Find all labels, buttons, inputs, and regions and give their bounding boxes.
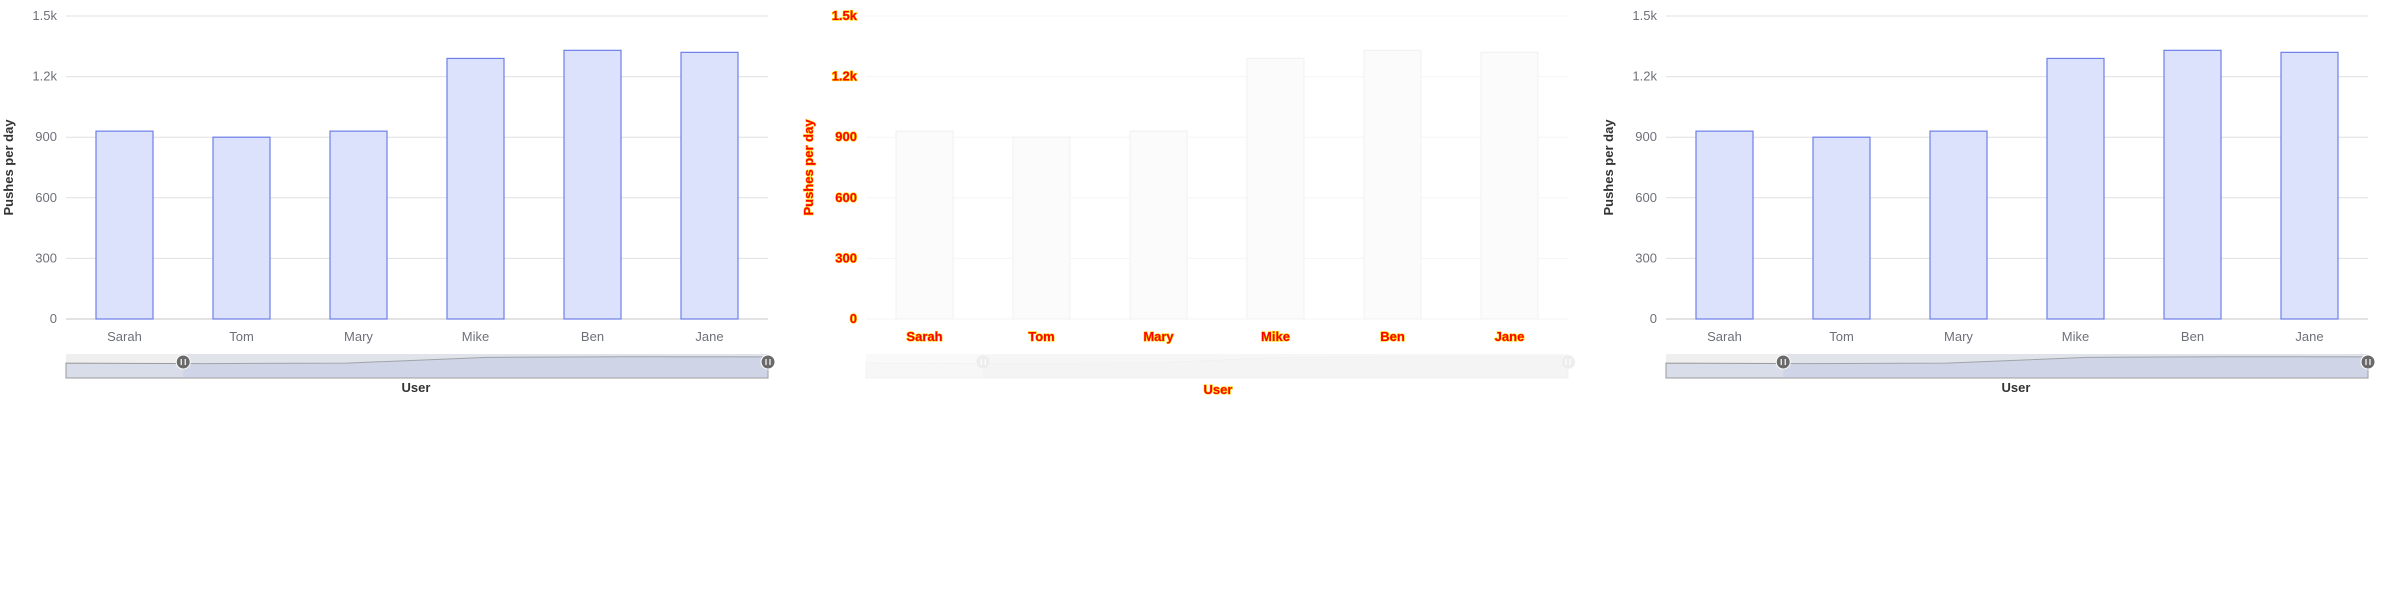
bar-tom[interactable] (1012, 136, 1071, 320)
x-tick-label: Mike (462, 329, 489, 344)
bar-mary[interactable] (329, 130, 388, 320)
y-axis-title: Pushes per day (801, 119, 816, 216)
x-tick-label: Mary (1944, 329, 1973, 344)
x-axis-title: User (2002, 380, 2031, 395)
bar-ben[interactable] (1363, 49, 1422, 320)
y-tick-label: 900 (35, 129, 57, 144)
bar-jane[interactable] (1480, 51, 1539, 320)
slider-window[interactable] (983, 354, 1568, 378)
x-tick-label: Sarah (1707, 329, 1742, 344)
x-tick-label: Tom (229, 329, 254, 344)
handle-knob[interactable] (2360, 354, 2376, 370)
x-tick-label: Ben (581, 329, 604, 344)
x-tick-label: Jane (2295, 329, 2323, 344)
y-axis-title: Pushes per day (1601, 119, 1616, 216)
y-tick-label: 1.5k (832, 8, 858, 23)
chart-panel-1: 0 300 600 900 1.2k 1.5k Pushes per day Sarah Tom… (1, 8, 776, 395)
y-tick-label: 0 (1650, 311, 1657, 326)
x-tick-label: Jane (1495, 329, 1525, 344)
bar-mike[interactable] (2046, 57, 2105, 320)
y-tick-label: 600 (835, 190, 857, 205)
y-tick-label: 300 (35, 250, 57, 265)
y-tick-label: 1.2k (832, 69, 858, 84)
chart-panel-3: 0 300 600 900 1.2k 1.5k Pushes per day Sarah Tom… (1601, 8, 2376, 395)
y-tick-label: 1.2k (32, 69, 57, 84)
bar-tom[interactable] (212, 136, 271, 320)
y-tick-label: 1.5k (1632, 8, 1657, 23)
bar-mike[interactable] (446, 57, 505, 320)
bar-ben[interactable] (2163, 49, 2222, 320)
data-zoom-slider[interactable] (1665, 354, 2376, 379)
bar-jane[interactable] (2280, 51, 2339, 320)
slider-window[interactable] (1783, 354, 2368, 378)
x-tick-label: Jane (695, 329, 723, 344)
bar-jane[interactable] (680, 51, 739, 320)
slider-handle-left[interactable] (975, 354, 991, 370)
bar-tom[interactable] (1812, 136, 1871, 320)
slider-window[interactable] (183, 354, 768, 378)
bar-sarah[interactable] (1695, 130, 1754, 320)
slider-handle-right[interactable] (1560, 354, 1576, 370)
bar-mary[interactable] (1129, 130, 1188, 320)
bar-sarah[interactable] (895, 130, 954, 320)
chart-panel-2: 0 300 600 900 1.2k 1.5k Pushes per day Sarah Tom… (800, 7, 1576, 398)
bar-mary[interactable] (1929, 130, 1988, 320)
slider-preview (65, 356, 769, 379)
y-tick-label: 300 (835, 250, 857, 265)
y-tick-label: 1.2k (1632, 69, 1657, 84)
y-tick-label: 600 (35, 190, 57, 205)
data-zoom-slider[interactable] (65, 354, 776, 379)
handle-knob[interactable] (1560, 354, 1576, 370)
handle-knob[interactable] (175, 354, 191, 370)
x-axis-title: User (402, 380, 431, 395)
x-tick-label: Sarah (906, 329, 942, 344)
y-tick-label: 900 (1635, 129, 1657, 144)
y-tick-label: 300 (1635, 250, 1657, 265)
bar-sarah[interactable] (95, 130, 154, 320)
y-tick-label: 1.5k (32, 8, 57, 23)
x-tick-label: Ben (1380, 329, 1405, 344)
slider-preview (1665, 356, 2369, 379)
x-tick-label: Tom (1028, 329, 1054, 344)
x-axis-title: User (1204, 382, 1233, 397)
y-tick-label: 900 (835, 129, 857, 144)
slider-handle-right[interactable] (760, 354, 776, 370)
handle-knob[interactable] (760, 354, 776, 370)
x-tick-label: Mike (2062, 329, 2089, 344)
x-tick-label: Mary (344, 329, 373, 344)
slider-handle-left[interactable] (175, 354, 191, 370)
bar-ben[interactable] (563, 49, 622, 320)
x-tick-label: Ben (2181, 329, 2204, 344)
x-tick-label: Mary (1143, 329, 1174, 344)
slider-handle-left[interactable] (1775, 354, 1791, 370)
y-axis-title: Pushes per day (1, 119, 16, 216)
bar-mike[interactable] (1246, 57, 1305, 320)
x-tick-label: Mike (1261, 329, 1290, 344)
handle-knob[interactable] (1775, 354, 1791, 370)
x-tick-label: Tom (1829, 329, 1854, 344)
data-zoom-slider[interactable] (865, 354, 1576, 379)
slider-preview (865, 356, 1569, 379)
slider-handle-right[interactable] (2360, 354, 2376, 370)
y-tick-label: 0 (50, 311, 57, 326)
y-tick-label: 0 (850, 311, 857, 326)
x-tick-label: Sarah (107, 329, 142, 344)
handle-knob[interactable] (975, 354, 991, 370)
y-tick-label: 600 (1635, 190, 1657, 205)
